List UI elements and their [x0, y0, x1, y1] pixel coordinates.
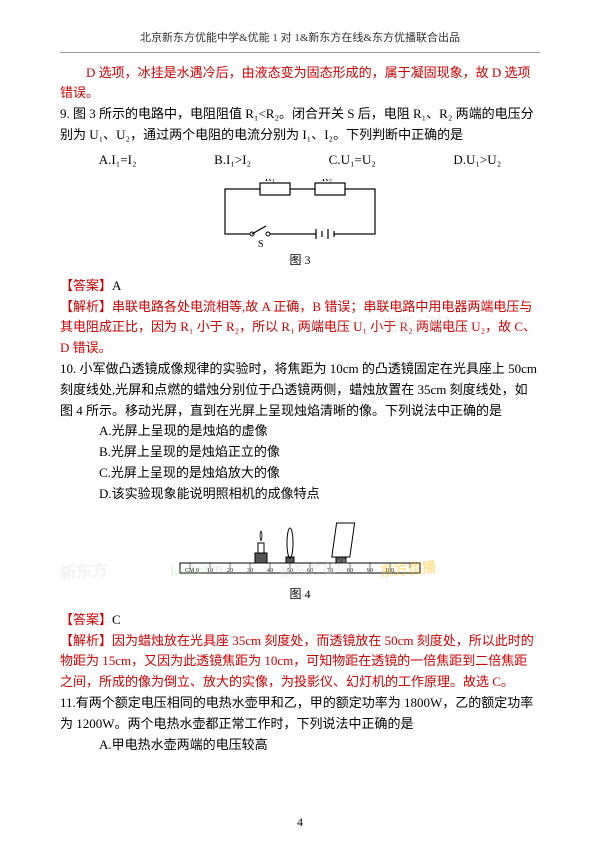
q9-options: A.I₁=I₂ B.I₁>I₂ C.U₁=U₂ D.U₁>U₂	[60, 150, 540, 171]
q10-explanation-line: 【解析】因为蜡烛放在光具座 35cm 刻度处，而透镜放在 50cm 刻度处，所以…	[60, 631, 540, 693]
q9-option-b: B.I₁>I₂	[214, 150, 251, 171]
q9-explanation: 串联电路各处电流相等,故 A 正确，B 错误；串联电路中用电器两端电压与其电阻成…	[60, 299, 536, 356]
explanation-label: 【解析】	[60, 299, 112, 314]
svg-text:60: 60	[307, 568, 313, 574]
svg-text:30: 30	[247, 568, 253, 574]
svg-text:100: 100	[385, 568, 394, 574]
question-11: 11.有两个额定电压相同的电热水壶甲和乙，甲的额定功率为 1800W，乙的额定功…	[60, 693, 540, 735]
q10-option-c: C.光屏上呈现的是烛焰放大的像	[99, 463, 540, 484]
q9-option-d: D.U₁>U₂	[453, 150, 501, 171]
svg-text:70: 70	[327, 568, 333, 574]
question-9: 9. 图 3 所示的电路中，电阻阻值 R₁<R₂。闭合开关 S 后，电阻 R₁、…	[60, 104, 540, 146]
q10-options: A.光屏上呈现的是烛焰的虚像 B.光屏上呈现的是烛焰正立的像 C.光屏上呈现的是…	[60, 421, 540, 504]
q9-option-c: C.U₁=U₂	[329, 150, 376, 171]
option-d-explanation: D 选项，冰挂是水遇冷后，由液态变为固态形成的，属于凝固现象，故 D 选项错误。	[60, 63, 540, 105]
r2-label: R₂	[322, 179, 332, 184]
r1-label: R₁	[265, 179, 275, 184]
question-10: 10. 小军做凸透镜成像规律的实验时，将焦距为 10cm 的凸透镜固定在光具座上…	[60, 359, 540, 421]
q10-option-b: B.光屏上呈现的是烛焰正立的像	[99, 442, 540, 463]
answer-label-2: 【答案】	[60, 612, 112, 627]
figure-3-caption: 图 3	[60, 251, 540, 270]
q10-option-d: D.该实验现象能说明照相机的成像特点	[99, 484, 540, 505]
svg-text:20: 20	[227, 568, 233, 574]
q9-explanation-line: 【解析】串联电路各处电流相等,故 A 正确，B 错误；串联电路中用电器两端电压与…	[60, 297, 540, 359]
q10-option-a: A.光屏上呈现的是烛焰的虚像	[99, 421, 540, 442]
q9-answer: A	[112, 278, 121, 293]
q9-option-a: A.I₁=I₂	[99, 150, 137, 171]
svg-text:90: 90	[367, 568, 373, 574]
explanation-label-2: 【解析】	[60, 633, 112, 648]
switch-label: S	[258, 239, 264, 249]
q10-answer-line: 【答案】C	[60, 610, 540, 631]
page-number: 4	[0, 813, 600, 832]
page-header: 北京新东方优能中学&优能 1 对 1&新东方在线&东方优播联合出品	[60, 30, 540, 53]
q10-explanation: 因为蜡烛放在光具座 35cm 刻度处，而透镜放在 50cm 刻度处，所以此时的物…	[60, 633, 534, 690]
figure-4-caption: 图 4	[60, 585, 540, 604]
svg-text:CM 0: CM 0	[185, 568, 199, 574]
answer-label: 【答案】	[60, 278, 112, 293]
svg-text:50: 50	[287, 568, 293, 574]
figure-4-optics: CM 0 10 20 30 40 50 60 70 80 90 100	[60, 513, 540, 583]
svg-text:10: 10	[207, 568, 213, 574]
physics-exam-page: 北京新东方优能中学&优能 1 对 1&新东方在线&东方优播联合出品 D 选项，冰…	[0, 0, 600, 848]
q9-answer-line: 【答案】A	[60, 276, 540, 297]
figure-3-circuit: R₁ R₂ S	[60, 179, 540, 249]
svg-text:80: 80	[347, 568, 353, 574]
q11-options: A.甲电热水壶两端的电压较高	[60, 735, 540, 756]
svg-text:40: 40	[267, 568, 273, 574]
q11-option-a: A.甲电热水壶两端的电压较高	[99, 735, 540, 756]
q10-answer: C	[112, 612, 121, 627]
